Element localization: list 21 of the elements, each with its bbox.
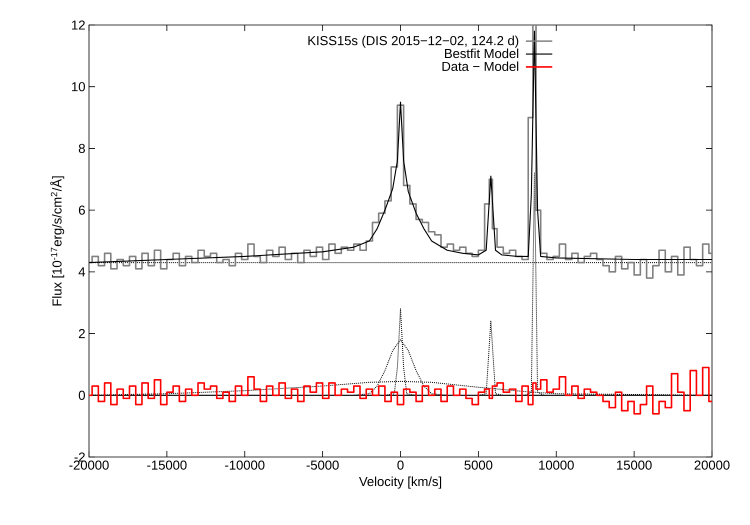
- y-tick-label: 12: [72, 20, 85, 30]
- x-tick-label: -15000: [147, 460, 187, 470]
- y-tick-label: 0: [78, 390, 85, 400]
- y-tick-label: 10: [72, 82, 85, 92]
- x-axis-title: Velocity [km/s]: [359, 476, 442, 489]
- y-tick-label: 6: [78, 206, 85, 215]
- x-tick-label: 10000: [539, 460, 574, 470]
- y-tick-label: 8: [78, 144, 85, 154]
- x-tick-label: -20000: [69, 460, 109, 470]
- legend-label: Bestfit Model: [445, 48, 518, 58]
- x-tick-label: -10000: [225, 460, 264, 470]
- y-axis-title: Flux [10$^{-17}$erg/s/cm$^{2}$/Å]: [50, 176, 64, 306]
- legend-label: KISS15s (DIS 2015−12−02, 124.2 d): [308, 36, 518, 48]
- y-tick-label: 2: [78, 329, 85, 338]
- x-tick-label: 0: [397, 460, 404, 470]
- x-tick-label: 20000: [694, 460, 730, 470]
- y-tick-label: 4: [78, 267, 86, 276]
- x-tick-label: 15000: [617, 460, 652, 470]
- x-tick-label: -5000: [306, 460, 339, 470]
- legend-label: Data − Model: [442, 61, 518, 72]
- x-tick-label: 5000: [464, 460, 492, 470]
